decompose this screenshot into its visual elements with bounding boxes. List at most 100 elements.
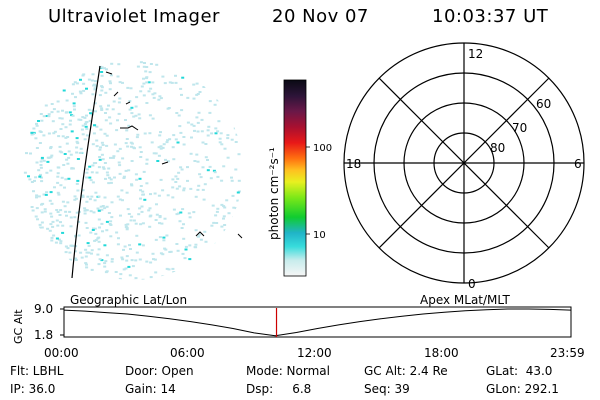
- aurora-pixel: [72, 105, 76, 108]
- aurora-pixel: [130, 142, 134, 145]
- aurora-pixel: [128, 100, 132, 103]
- aurora-pixel: [85, 227, 89, 229]
- aurora-pixel: [210, 132, 214, 135]
- aurora-pixel: [143, 198, 147, 201]
- aurora-pixel: [159, 147, 163, 150]
- aurora-pixel: [218, 141, 222, 144]
- aurora-pixel: [159, 178, 163, 181]
- aurora-pixel: [142, 82, 146, 85]
- aurora-pixel: [178, 125, 182, 128]
- aurora-pixel: [176, 249, 180, 252]
- aurora-pixel: [149, 87, 153, 90]
- aurora-pixel: [32, 190, 35, 193]
- aurora-pixel: [90, 195, 94, 198]
- aurora-pixel: [85, 251, 89, 254]
- mlt-label-0: 0: [468, 277, 476, 291]
- aurora-pixel: [230, 176, 233, 179]
- aurora-pixel: [222, 165, 226, 168]
- aurora-pixel: [114, 271, 118, 273]
- aurora-pixel: [109, 178, 113, 181]
- aurora-pixel: [117, 112, 121, 115]
- aurora-pixel: [118, 147, 122, 150]
- aurora-pixel: [105, 205, 109, 208]
- aurora-pixel: [93, 83, 96, 86]
- aurora-pixel: [179, 211, 183, 214]
- aurora-pixel: [99, 128, 103, 131]
- aurora-pixel: [101, 230, 104, 233]
- aurora-pixel: [90, 268, 94, 271]
- aurora-pixel: [151, 252, 155, 255]
- aurora-pixel: [57, 135, 61, 138]
- aurora-pixel: [80, 128, 84, 131]
- aurora-pixel: [47, 115, 51, 118]
- aurora-pixel: [91, 143, 95, 146]
- aurora-pixel: [93, 88, 97, 91]
- aurora-pixel: [143, 62, 146, 64]
- aurora-pixel: [93, 102, 97, 105]
- aurora-pixel: [159, 131, 162, 134]
- aurora-pixel: [134, 105, 138, 108]
- aurora-pixel: [85, 209, 89, 212]
- aurora-pixel: [34, 176, 38, 179]
- aurora-pixel: [54, 241, 58, 244]
- aurora-pixel: [172, 208, 176, 211]
- aurora-pixel: [104, 260, 108, 263]
- aurora-pixel: [39, 113, 43, 115]
- aurora-pixel: [188, 258, 192, 261]
- aurora-pixel: [68, 258, 72, 261]
- info-glat: GLat: 43.0: [486, 364, 553, 378]
- aurora-pixel: [198, 173, 202, 176]
- aurora-pixel: [210, 224, 214, 227]
- aurora-pixel: [107, 104, 110, 107]
- aurora-pixel: [113, 143, 117, 146]
- aurora-pixel: [104, 91, 108, 94]
- aurora-pixel: [91, 164, 95, 167]
- aurora-pixel: [149, 63, 153, 65]
- aurora-pixel: [158, 95, 162, 98]
- aurora-pixel: [170, 81, 174, 84]
- orbit-plot-frame: [63, 306, 572, 338]
- aurora-pixel: [89, 112, 93, 115]
- aurora-pixel: [119, 273, 123, 276]
- aurora-pixel: [236, 199, 240, 202]
- aurora-pixel: [94, 239, 98, 242]
- aurora-pixel: [98, 94, 102, 97]
- aurora-pixel: [71, 114, 75, 117]
- aurora-pixel: [118, 81, 122, 84]
- aurora-pixel: [186, 121, 190, 124]
- aurora-pixel: [130, 215, 134, 218]
- aurora-pixel: [75, 140, 79, 143]
- aurora-pixel: [223, 229, 227, 232]
- aurora-pixel: [105, 144, 109, 147]
- aurora-pixel: [187, 212, 191, 215]
- aurora-pixel: [237, 153, 241, 156]
- aurora-pixel: [203, 183, 207, 186]
- aurora-pixel: [42, 193, 46, 196]
- aurora-pixel: [181, 76, 185, 79]
- aurora-pixel: [49, 212, 53, 215]
- aurora-pixel: [163, 82, 167, 85]
- aurora-pixel: [49, 146, 53, 148]
- aurora-pixel: [126, 145, 130, 148]
- aurora-pixel: [100, 85, 104, 88]
- aurora-pixel: [149, 193, 152, 196]
- aurora-pixel: [117, 63, 121, 66]
- aurora-pixel: [100, 208, 104, 211]
- aurora-pixel: [49, 191, 53, 194]
- aurora-pixel: [220, 225, 224, 228]
- page-title: Ultraviolet Imager: [48, 6, 220, 27]
- aurora-pixel: [40, 119, 44, 122]
- aurora-pixel: [53, 186, 56, 189]
- aurora-pixel: [212, 221, 216, 224]
- aurora-pixel: [91, 181, 95, 184]
- aurora-pixel: [63, 153, 67, 155]
- aurora-pixel: [46, 160, 50, 163]
- aurora-pixel: [208, 111, 212, 114]
- aurora-pixel: [182, 136, 186, 138]
- aurora-pixel: [148, 114, 152, 117]
- aurora-pixel: [73, 198, 77, 201]
- aurora-pixel: [97, 195, 101, 198]
- aurora-pixel: [73, 108, 76, 111]
- aurora-pixel: [97, 263, 101, 266]
- aurora-pixel: [132, 219, 136, 222]
